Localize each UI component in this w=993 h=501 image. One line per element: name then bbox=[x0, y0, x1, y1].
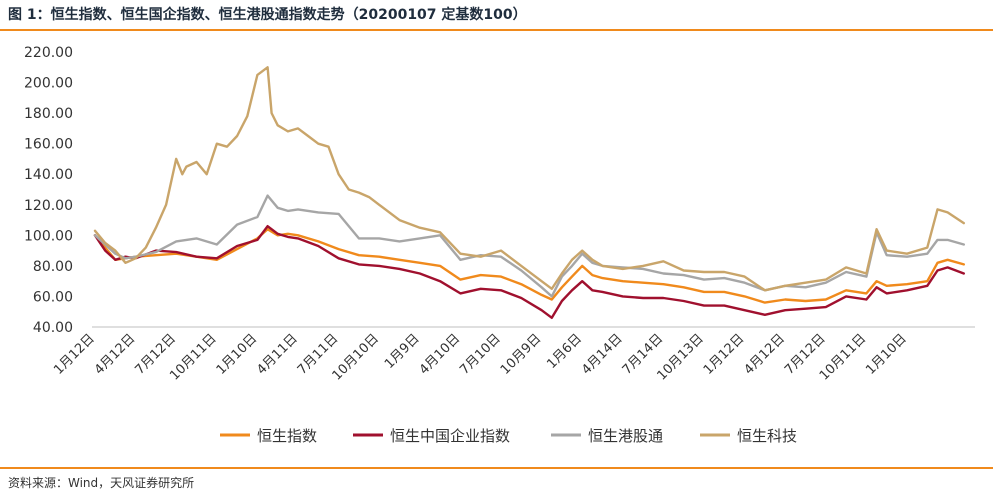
legend-item-0: 恒生指数 bbox=[220, 427, 317, 445]
y-tick-label: 220.00 bbox=[24, 45, 73, 61]
legend-label: 恒生指数 bbox=[257, 427, 317, 445]
x-tick-label: 7月10日 bbox=[457, 331, 504, 378]
x-tick-label: 4月10日 bbox=[417, 331, 464, 378]
y-tick-label: 120.00 bbox=[24, 198, 73, 214]
y-axis-tick-labels: 40.00 60.00 80.00 100.00 120.00 140.00 160.00 1… bbox=[24, 45, 73, 336]
x-tick-label: 1月6日 bbox=[544, 331, 585, 372]
y-tick-label: 100.00 bbox=[24, 228, 73, 244]
x-tick-label: 10月9日 bbox=[498, 331, 545, 378]
x-axis-tick-labels: 1月12日4月12日7月12日10月11日1月10日4月11日7月11日10月1… bbox=[51, 331, 910, 383]
x-tick-label: 1月9日 bbox=[382, 331, 423, 372]
series-lines bbox=[93, 66, 965, 319]
chart-legend: 恒生指数 恒生中国企业指数 恒生港股通 恒生科技 bbox=[220, 427, 797, 445]
x-tick-label: 1月12日 bbox=[701, 331, 748, 378]
x-tick-label: 1月10日 bbox=[863, 331, 910, 378]
y-tick-label: 60.00 bbox=[33, 289, 73, 305]
chart-area: 40.00 60.00 80.00 100.00 120.00 140.00 160.00 1… bbox=[0, 32, 993, 464]
source-note: 资料来源：Wind，天风证券研究所 bbox=[8, 476, 195, 490]
x-tick-label: 1月10日 bbox=[214, 331, 261, 378]
legend-label: 恒生科技 bbox=[737, 427, 797, 445]
figure-title: 图 1：恒生指数、恒生国企指数、恒生港股通指数走势（20200107 定基数10… bbox=[8, 7, 527, 23]
series-line-2 bbox=[93, 194, 965, 298]
source-rule bbox=[0, 467, 993, 469]
x-tick-label: 4月14日 bbox=[579, 331, 626, 378]
series-line-0 bbox=[93, 227, 965, 304]
y-tick-label: 200.00 bbox=[24, 76, 73, 92]
series-line-3 bbox=[93, 66, 965, 292]
legend-item-2: 恒生港股通 bbox=[551, 427, 663, 445]
y-tick-label: 160.00 bbox=[24, 137, 73, 153]
legend-item-3: 恒生科技 bbox=[700, 427, 797, 445]
series-line-1 bbox=[93, 224, 965, 319]
y-tick-label: 40.00 bbox=[33, 320, 73, 336]
x-tick-label: 4月12日 bbox=[92, 331, 139, 378]
legend-item-1: 恒生中国企业指数 bbox=[353, 427, 510, 445]
x-tick-label: 1月12日 bbox=[51, 331, 98, 378]
legend-label: 恒生港股通 bbox=[588, 427, 663, 445]
x-tick-label: 4月11日 bbox=[254, 331, 301, 378]
line-chart: 40.00 60.00 80.00 100.00 120.00 140.00 160.00 1… bbox=[24, 45, 975, 445]
x-tick-label: 4月12日 bbox=[741, 331, 788, 378]
y-tick-label: 140.00 bbox=[24, 167, 73, 183]
y-tick-label: 180.00 bbox=[24, 106, 73, 122]
legend-label: 恒生中国企业指数 bbox=[390, 427, 510, 445]
title-rule bbox=[0, 29, 993, 31]
y-tick-label: 80.00 bbox=[33, 259, 73, 275]
